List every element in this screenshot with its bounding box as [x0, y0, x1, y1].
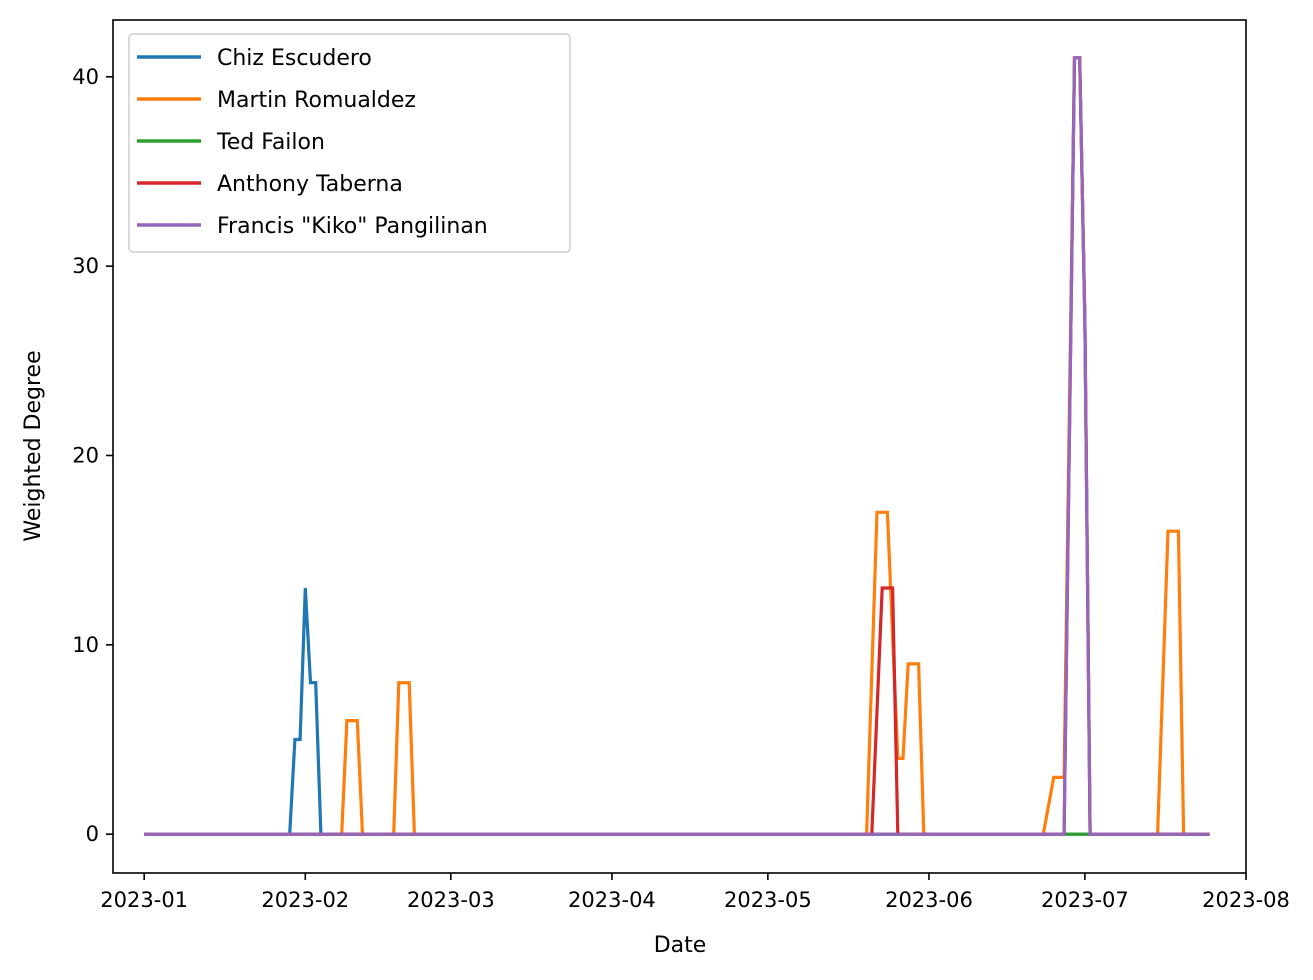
series-line-0 [144, 587, 1210, 836]
y-tick-label: 0 [86, 822, 99, 846]
plot-frame [112, 19, 1247, 874]
series-layer [144, 56, 1210, 836]
x-tick-label: 2023-06 [885, 888, 973, 912]
x-axis-label: Date [654, 933, 707, 958]
y-axis-label: Weighted Degree [21, 350, 46, 541]
x-tick-label: 2023-04 [568, 888, 656, 912]
x-tick-label: 2023-03 [407, 888, 495, 912]
legend-label-1: Martin Romualdez [217, 88, 416, 113]
legend-label-3: Anthony Taberna [217, 172, 403, 197]
legend-label-2: Ted Failon [216, 130, 325, 155]
y-axis-ticks: 0 10 20 30 40 [72, 65, 113, 846]
x-axis-ticks: 2023-01 2023-02 2023-03 2023-04 2023-05 2023-… [100, 873, 1290, 912]
legend-label-0: Chiz Escudero [217, 46, 372, 71]
y-tick-label: 40 [72, 65, 99, 89]
x-tick-label: 2023-02 [261, 888, 349, 912]
y-tick-label: 20 [72, 443, 99, 467]
y-tick-label: 30 [72, 254, 99, 278]
x-tick-label: 2023-07 [1041, 888, 1129, 912]
legend-label-4: Francis "Kiko" Pangilinan [217, 214, 488, 239]
x-tick-label: 2023-08 [1202, 888, 1290, 912]
legend-box [128, 33, 571, 253]
y-tick-label: 10 [72, 633, 99, 657]
x-tick-label: 2023-01 [100, 888, 188, 912]
series-line-4 [144, 56, 1210, 836]
legend: Chiz Escudero Martin Romualdez Ted Failon A… [128, 33, 571, 253]
x-tick-label: 2023-05 [724, 888, 812, 912]
